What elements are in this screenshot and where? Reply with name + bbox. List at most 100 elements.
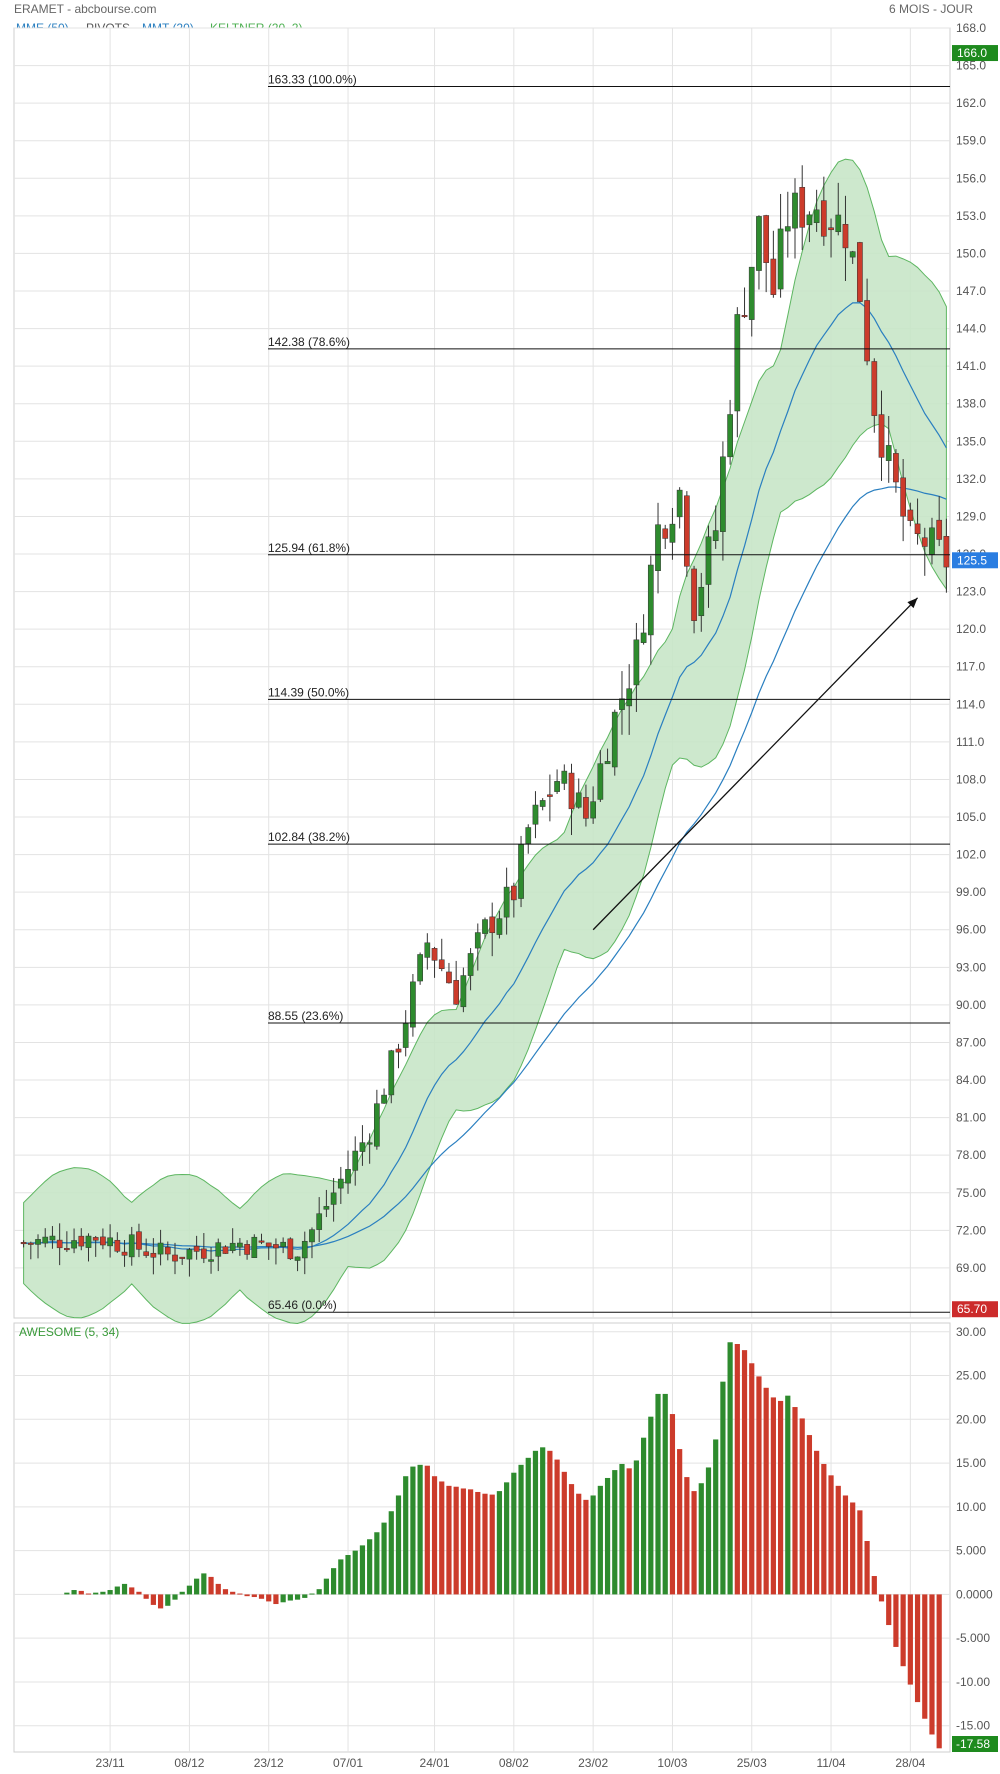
price-tick-label: 117.0 [956, 660, 985, 674]
oscillator-tick-label: -10.00 [956, 1675, 990, 1689]
oscillator-bar [698, 1483, 704, 1595]
price-tick-label: 153.0 [956, 209, 986, 223]
price-tick-label: 102.0 [956, 848, 986, 862]
candle-body [763, 215, 770, 263]
candle-body [345, 1169, 351, 1184]
oscillator-bar [814, 1450, 820, 1595]
candle-body [467, 953, 474, 976]
candle-body [193, 1245, 200, 1252]
oscillator-bar [201, 1573, 207, 1595]
oscillator-bar [842, 1495, 849, 1595]
candle-body [756, 216, 762, 271]
oscillator-bar [821, 1463, 827, 1595]
candle-body [510, 885, 517, 901]
price-tick-label: 78.00 [956, 1148, 986, 1162]
candle-body [655, 524, 661, 571]
oscillator-bar [547, 1450, 553, 1595]
candle-body [395, 1048, 402, 1053]
price-tick-label: 108.0 [956, 772, 986, 786]
x-tick-label: 11/04 [816, 1756, 845, 1770]
x-tick-label: 23/12 [254, 1756, 284, 1770]
candle-body [936, 519, 943, 540]
price-tag [952, 45, 998, 62]
candle-body [691, 568, 697, 621]
candle-body [172, 1254, 178, 1262]
price-tick-label: 141.0 [956, 359, 986, 373]
oscillator-bar [381, 1522, 387, 1595]
candle-body [871, 361, 878, 416]
oscillator-bar [482, 1493, 488, 1595]
candle-body [388, 1050, 395, 1096]
price-tick-label: 81.00 [956, 1111, 986, 1125]
oscillator-bar [828, 1475, 834, 1595]
candle-body [820, 200, 827, 237]
oscillator-bar [294, 1594, 301, 1600]
candle-body [878, 414, 885, 458]
chart-title: ERAMET - abcbourse.com [14, 2, 157, 16]
candle-body [337, 1178, 344, 1189]
candle-body [85, 1235, 92, 1248]
candle-body [539, 800, 546, 807]
fib-level-label: 142.38 (78.6%) [268, 335, 350, 349]
oscillator-bar [230, 1591, 236, 1595]
candle-body [633, 639, 640, 686]
candle-body [323, 1206, 330, 1210]
oscillator-tick-label: -5.000 [956, 1631, 990, 1645]
candle-body [885, 445, 892, 461]
oscillator-bar [403, 1476, 409, 1595]
candle-body [71, 1240, 77, 1249]
oscillator-bar [619, 1463, 625, 1595]
oscillator-bar [532, 1450, 539, 1595]
oscillator-bar [467, 1489, 474, 1595]
oscillator-bar [374, 1532, 380, 1595]
x-tick-label: 24/01 [420, 1756, 450, 1770]
oscillator-bar [518, 1464, 524, 1595]
candle-body [49, 1235, 56, 1241]
oscillator-bar [900, 1594, 906, 1667]
candle-body [626, 688, 633, 707]
price-tick-label: 69.00 [956, 1261, 986, 1275]
period-label[interactable]: 6 MOIS - JOUR [888, 2, 973, 16]
candle-body [547, 794, 553, 797]
oscillator-tick-label: 30.00 [956, 1325, 986, 1339]
candle-body [294, 1256, 301, 1261]
candle-body [316, 1213, 323, 1230]
oscillator-bar [914, 1594, 921, 1703]
candle-body [474, 932, 481, 949]
x-tick-label: 07/01 [333, 1756, 363, 1770]
oscillator-bar [186, 1585, 193, 1595]
candle-body [590, 801, 596, 819]
oscillator-bar [453, 1486, 459, 1595]
price-tick-label: 72.00 [956, 1223, 986, 1237]
oscillator-bar [172, 1594, 178, 1600]
oscillator-bar [475, 1491, 481, 1595]
oscillator-bar [785, 1395, 791, 1595]
oscillator-bar [100, 1591, 106, 1595]
price-tick-label: 132.0 [956, 472, 986, 486]
candle-body [806, 214, 813, 226]
candle-body [56, 1239, 63, 1249]
candle-body [179, 1256, 186, 1259]
price-tick-label: 159.0 [956, 134, 986, 148]
oscillator-bar [78, 1590, 84, 1595]
candle-body [460, 975, 467, 1008]
candle-body [849, 251, 856, 258]
oscillator-bar [424, 1465, 430, 1595]
oscillator-bar [431, 1476, 438, 1595]
oscillator-bar [208, 1576, 214, 1595]
price-tick-label: 87.00 [956, 1035, 986, 1049]
candle-body [921, 537, 928, 547]
oscillator-bar [720, 1381, 726, 1595]
oscillator-bar [287, 1594, 293, 1601]
candle-body [381, 1094, 387, 1104]
candle-body [128, 1234, 135, 1258]
oscillator-bar [741, 1350, 748, 1595]
candle-body [251, 1236, 258, 1258]
x-tick-label: 28/04 [895, 1756, 925, 1770]
oscillator-bar [561, 1471, 567, 1595]
oscillator-bar [251, 1594, 257, 1598]
candle-body [366, 1142, 373, 1145]
candle-body [359, 1142, 366, 1152]
fib-level-label: 114.39 (50.0%) [268, 685, 349, 699]
oscillator-tick-label: 0.0000 [956, 1587, 993, 1601]
